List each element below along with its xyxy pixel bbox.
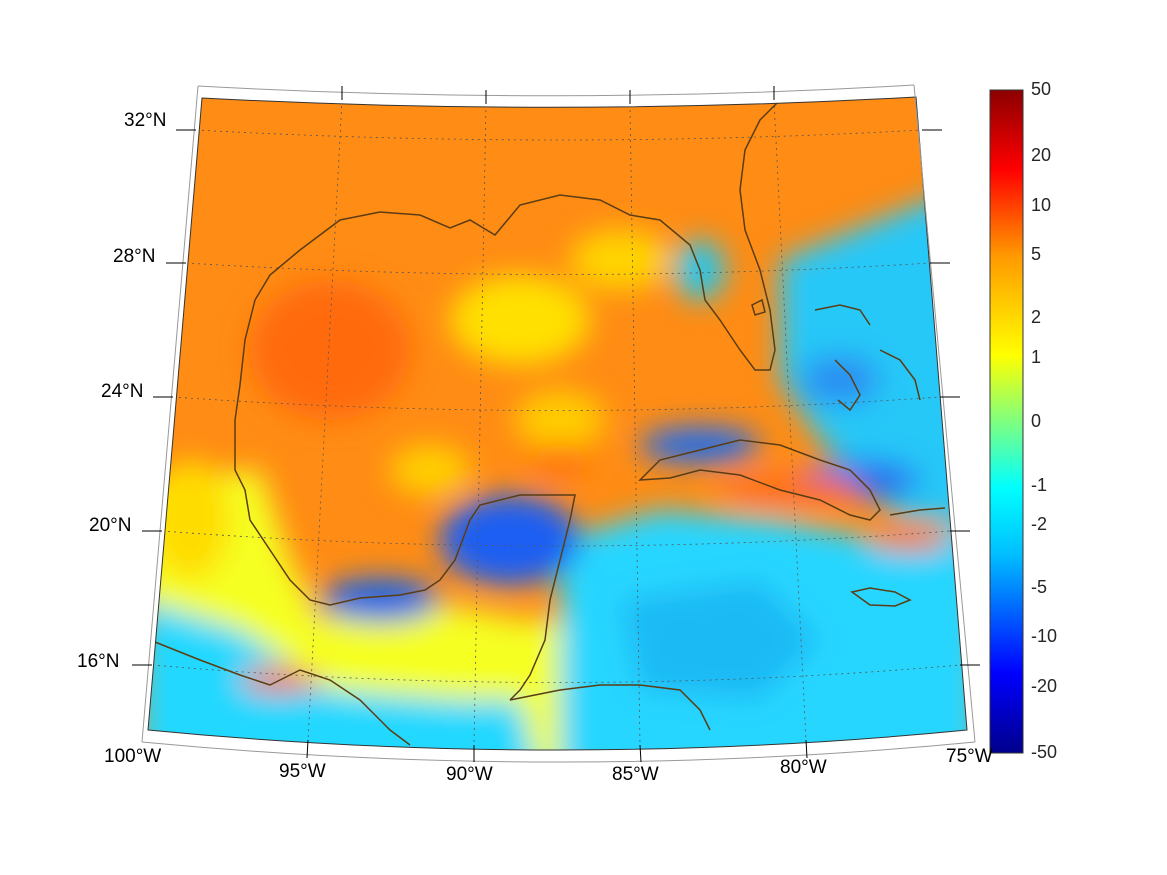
- colorbar-tick-20: 20: [1031, 145, 1052, 165]
- colorbar-tick-neg20: -20: [1031, 676, 1058, 696]
- colorbar-tick-neg2: -2: [1031, 514, 1048, 534]
- bahamas-3: [879, 349, 921, 401]
- lon-label-95w: 95°W: [279, 761, 326, 782]
- lat-label-20n: 20°N: [89, 515, 132, 536]
- lon-label-75w: 75°W: [946, 746, 993, 767]
- mexico-coast: [234, 384, 576, 701]
- colorbar-tick-50: 50: [1031, 79, 1052, 99]
- coastlines: [149, 99, 946, 746]
- colorbar-tick-0: 0: [1031, 411, 1042, 431]
- graticule: [151, 99, 961, 746]
- lat-label-32n: 32°N: [124, 110, 167, 131]
- colorbar: [989, 89, 1024, 754]
- colorbar-tick-1: 1: [1031, 347, 1042, 367]
- lat-label-24n: 24°N: [101, 381, 144, 402]
- lon-label-100w: 100°W: [104, 746, 162, 767]
- bahamas-2: [834, 359, 861, 412]
- central-america-coast: [509, 684, 711, 731]
- gulf-coast-us: [239, 99, 781, 386]
- lat-label-28n: 28°N: [113, 246, 156, 267]
- colorbar-tick-neg5: -5: [1031, 577, 1048, 597]
- lake-okeechobee: [751, 298, 766, 316]
- colorbar-tick-neg10: -10: [1031, 626, 1058, 646]
- colorbar-tick-10: 10: [1031, 195, 1052, 215]
- lat-label-16n: 16°N: [77, 651, 120, 672]
- lon-label-80w: 80°W: [780, 757, 827, 778]
- bahamas-1: [814, 304, 871, 326]
- jamaica: [850, 587, 912, 607]
- pacific-coast: [149, 639, 411, 746]
- colorbar-tick-5: 5: [1031, 244, 1042, 264]
- colorbar-tick-neg50: -50: [1031, 742, 1058, 762]
- colorbar-tick-neg1: -1: [1031, 475, 1048, 495]
- data-field: [148, 97, 967, 750]
- colorbar-gradient: [989, 89, 1024, 754]
- colorbar-tick-2: 2: [1031, 307, 1042, 327]
- map-frame: [132, 84, 980, 763]
- lon-label-90w: 90°W: [446, 764, 493, 785]
- hispaniola: [889, 507, 946, 516]
- lon-label-85w: 85°W: [612, 764, 659, 785]
- cuba: [638, 439, 881, 521]
